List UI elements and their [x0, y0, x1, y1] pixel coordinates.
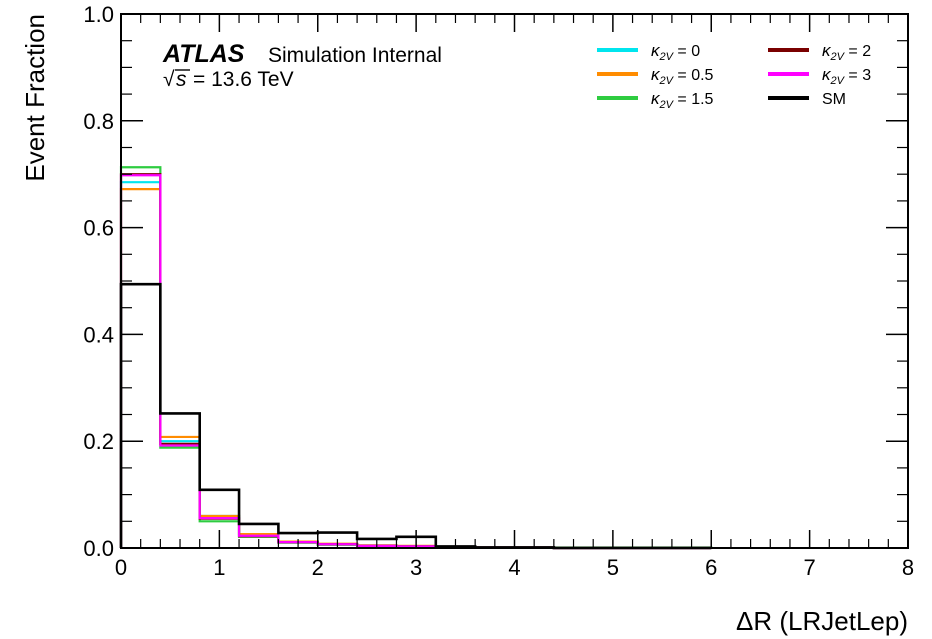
x-tick-label: 2	[312, 555, 324, 580]
energy-value: = 13.6 TeV	[193, 68, 294, 91]
y-tick-label: 0.2	[83, 429, 114, 454]
series-line-5	[119, 282, 712, 550]
series-line-3	[119, 173, 712, 550]
energy-label: √ s = 13.6 TeV	[163, 68, 294, 91]
legend-label: κ2V = 3	[822, 65, 871, 87]
y-tick-label: 1.0	[83, 2, 114, 27]
status-label: Simulation Internal	[268, 44, 442, 67]
x-tick-label: 3	[410, 555, 422, 580]
plot-frame	[120, 13, 909, 549]
ticks-layer: 0 1 2 3 4 5 6 7 8 0.0 0.2 0.4 0.6 0.8 1.0	[83, 2, 914, 580]
x-tick-label: 8	[902, 555, 914, 580]
y-tick-label: 0.8	[83, 109, 114, 134]
legend-label: κ2V = 1.5	[651, 89, 714, 111]
x-tick-label: 1	[213, 555, 225, 580]
sqrt-s: s	[176, 68, 187, 91]
sqrt-symbol: √	[163, 68, 175, 91]
y-tick-label: 0.6	[83, 216, 114, 241]
atlas-label: ATLAS	[162, 40, 245, 68]
series-layer	[119, 166, 713, 550]
y-axis-label: Event Fraction	[20, 14, 50, 182]
legend-label: κ2V = 2	[822, 41, 871, 63]
x-tick-label: 6	[705, 555, 717, 580]
legend-label: SM	[822, 91, 846, 108]
x-tick-label: 4	[508, 555, 520, 580]
y-tick-label: 0.0	[83, 536, 114, 561]
x-tick-label: 5	[607, 555, 619, 580]
x-tick-label: 0	[115, 555, 127, 580]
x-axis-label: ΔR (LRJetLep)	[736, 606, 908, 636]
series-line-0	[119, 181, 712, 550]
series-line-1	[119, 188, 712, 550]
x-tick-label: 7	[804, 555, 816, 580]
series-line-4	[119, 174, 712, 550]
y-tick-label: 0.4	[83, 322, 114, 347]
legend-label: κ2V = 0	[651, 41, 700, 63]
legend-label: κ2V = 0.5	[651, 65, 714, 87]
